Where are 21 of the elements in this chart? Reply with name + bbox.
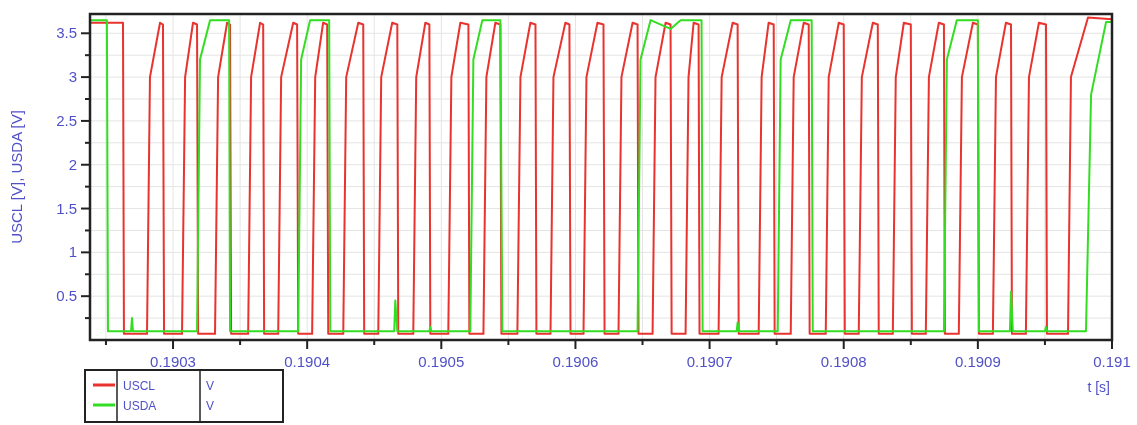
x-tick-label: 0.1903 — [150, 353, 196, 370]
y-tick-label: 0.5 — [56, 287, 77, 305]
x-axis-title: t [s] — [1087, 379, 1110, 395]
y-tick-label: 1 — [68, 243, 77, 261]
y-tick-label: 2 — [68, 155, 77, 173]
x-tick-label: 0.191 — [1093, 353, 1131, 370]
x-tick-label: 0.1909 — [954, 353, 1001, 370]
y-tick-label: 1.5 — [56, 199, 77, 217]
x-tick-label: 0.1905 — [418, 353, 465, 370]
y-tick-label: 3 — [68, 68, 77, 86]
text: V — [206, 379, 215, 393]
y-tick-label: 2.5 — [56, 111, 77, 129]
x-tick-label: 0.1904 — [284, 353, 331, 370]
legend-label: USDA — [123, 399, 157, 413]
x-tick-label: 0.1906 — [552, 353, 599, 370]
text: V — [206, 399, 215, 413]
y-axis-title: USCL [V], USDA [V] — [8, 110, 25, 244]
x-tick-label: 0.1907 — [686, 353, 733, 370]
x-tick-label: 0.1908 — [820, 353, 867, 370]
y-tick-label: 3.5 — [56, 24, 77, 42]
legend-label: USCL — [123, 379, 156, 393]
